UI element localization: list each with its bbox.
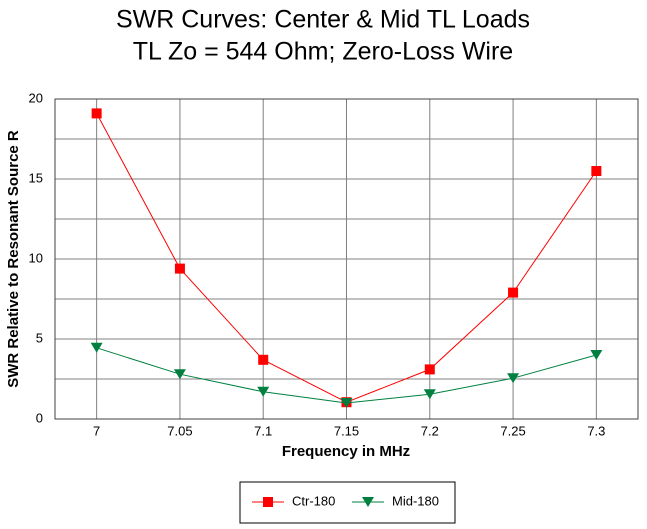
x-tick-label: 7.1 — [254, 423, 272, 438]
marker — [508, 287, 519, 298]
x-tick-label: 7.15 — [334, 423, 359, 438]
marker — [591, 166, 602, 176]
marker — [507, 373, 520, 384]
plot-border — [54, 98, 639, 420]
legend-label: Ctr-180 — [292, 493, 335, 508]
x-tick-label: 7 — [93, 423, 100, 438]
legend-marker — [263, 497, 273, 507]
legend-marker — [362, 497, 374, 507]
marker — [258, 354, 269, 365]
x-axis-label: Frequency in MHz — [282, 443, 410, 460]
marker — [590, 350, 603, 360]
y-tick-label: 0 — [36, 410, 43, 425]
marker — [424, 364, 435, 375]
x-tick-label: 7.3 — [587, 423, 605, 438]
marker — [174, 263, 185, 274]
x-tick-label: 7.05 — [167, 423, 192, 438]
marker — [91, 108, 102, 119]
marker — [340, 398, 353, 408]
y-tick-label: 20 — [29, 90, 43, 105]
legend-label: Mid-180 — [392, 493, 439, 508]
x-tick-label: 7.2 — [421, 423, 439, 438]
y-tick-label: 15 — [29, 170, 43, 185]
marker — [423, 389, 436, 400]
x-tick-label: 7.25 — [500, 423, 525, 438]
chart-title: SWR Curves: Center & Mid TL Loads — [116, 6, 530, 34]
marker — [257, 386, 270, 397]
marker — [173, 369, 186, 380]
y-tick-label: 5 — [36, 330, 43, 345]
y-tick-label: 10 — [29, 250, 43, 265]
marker — [90, 342, 103, 353]
y-axis-label: SWR Relative to Resonant Source R — [5, 130, 22, 388]
chart-subtitle: TL Zo = 544 Ohm; Zero-Loss Wire — [133, 38, 513, 66]
